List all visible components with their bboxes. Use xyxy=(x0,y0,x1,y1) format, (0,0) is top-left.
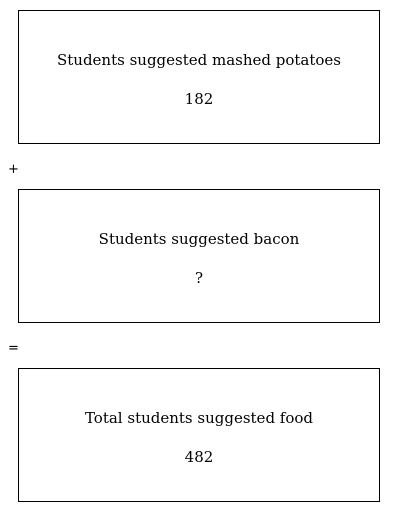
mashed-potatoes-value: 182 xyxy=(184,90,214,108)
mashed-potatoes-box: Students suggested mashed potatoes 182 xyxy=(18,10,380,144)
plus-operator: + xyxy=(8,162,19,177)
total-box: Total students suggested food 482 xyxy=(18,368,380,502)
bacon-label: Students suggested bacon xyxy=(98,230,300,248)
bacon-value: ? xyxy=(194,269,204,287)
equals-operator: = xyxy=(8,341,19,356)
bacon-box: Students suggested bacon ? xyxy=(18,189,380,323)
mashed-potatoes-label: Students suggested mashed potatoes xyxy=(56,51,342,69)
total-label: Total students suggested food xyxy=(84,409,314,427)
total-value: 482 xyxy=(184,448,214,466)
